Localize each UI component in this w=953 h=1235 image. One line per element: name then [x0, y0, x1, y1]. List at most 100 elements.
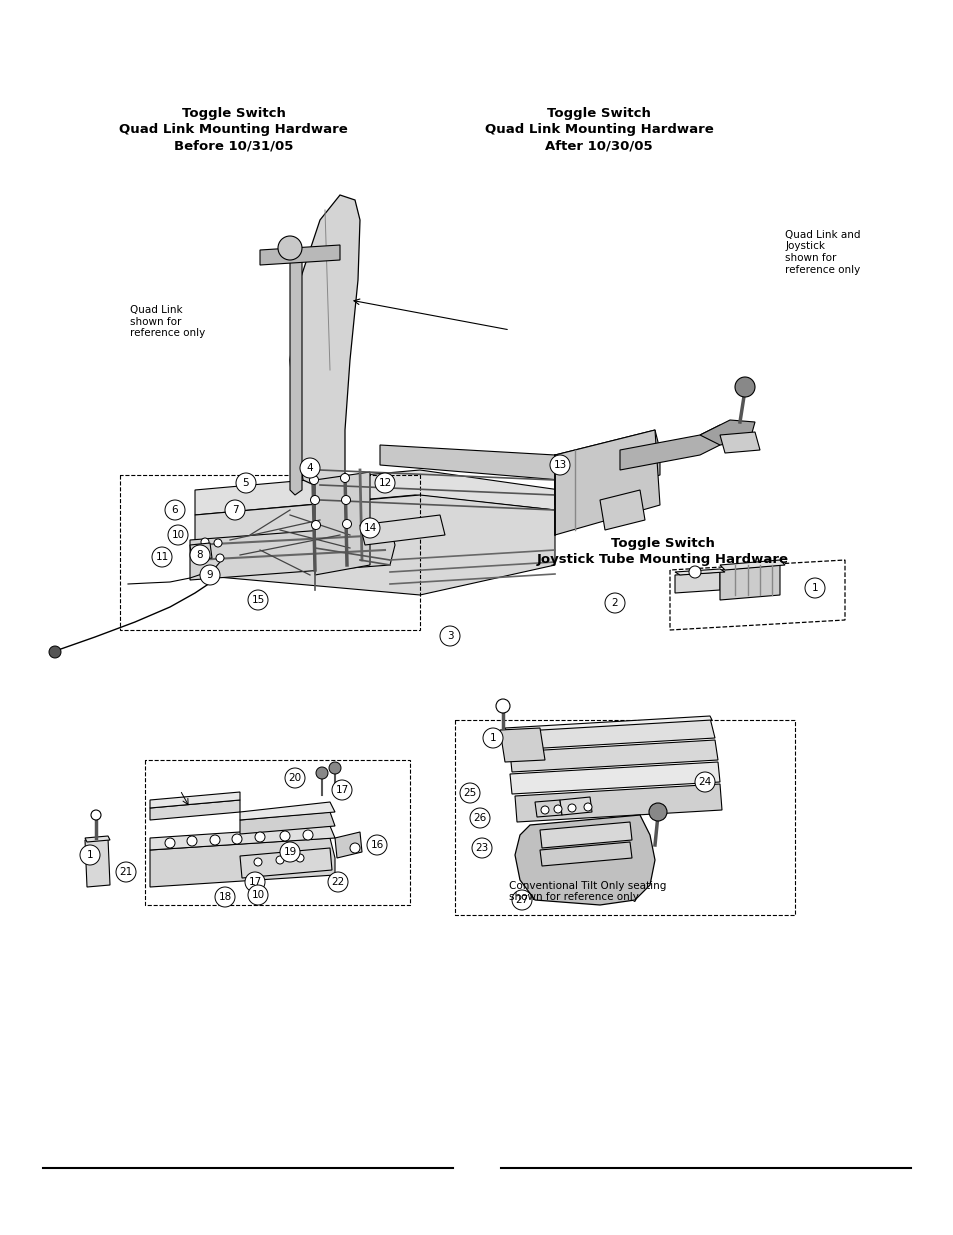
Polygon shape	[240, 848, 332, 878]
Circle shape	[245, 872, 265, 892]
Text: 23: 23	[475, 844, 488, 853]
Circle shape	[332, 781, 352, 800]
Polygon shape	[190, 543, 212, 559]
Polygon shape	[675, 572, 720, 593]
Circle shape	[165, 500, 185, 520]
Text: After 10/30/05: After 10/30/05	[545, 140, 652, 152]
Text: 6: 6	[172, 505, 178, 515]
Text: Toggle Switch: Toggle Switch	[611, 537, 714, 551]
Text: 8: 8	[196, 550, 203, 559]
Text: 4: 4	[306, 463, 313, 473]
Circle shape	[604, 593, 624, 613]
Circle shape	[215, 555, 224, 562]
Circle shape	[152, 547, 172, 567]
Circle shape	[648, 803, 666, 821]
Polygon shape	[240, 802, 335, 820]
Circle shape	[201, 538, 209, 546]
Text: 1: 1	[87, 850, 93, 860]
Circle shape	[235, 473, 255, 493]
Circle shape	[439, 626, 459, 646]
Circle shape	[225, 500, 245, 520]
Text: 9: 9	[207, 571, 213, 580]
Text: 1: 1	[489, 734, 496, 743]
Circle shape	[350, 844, 359, 853]
Circle shape	[214, 887, 234, 906]
Polygon shape	[559, 797, 592, 815]
Polygon shape	[150, 839, 335, 887]
Circle shape	[232, 834, 242, 844]
Circle shape	[312, 520, 320, 530]
Polygon shape	[359, 515, 444, 545]
Text: Quad Link and
Joystick
shown for
reference only: Quad Link and Joystick shown for referen…	[784, 230, 860, 274]
Circle shape	[277, 236, 302, 261]
Circle shape	[734, 377, 754, 396]
Polygon shape	[535, 800, 561, 818]
Polygon shape	[150, 800, 240, 820]
Text: 7: 7	[232, 505, 238, 515]
Text: Toggle Switch: Toggle Switch	[182, 107, 285, 121]
Circle shape	[303, 830, 313, 840]
Text: 15: 15	[251, 595, 264, 605]
Circle shape	[359, 517, 379, 538]
Polygon shape	[260, 245, 339, 266]
Text: Quad Link Mounting Hardware: Quad Link Mounting Hardware	[119, 124, 348, 136]
Text: 26: 26	[473, 813, 486, 823]
Polygon shape	[150, 826, 335, 850]
Polygon shape	[504, 716, 711, 732]
Text: Conventional Tilt Only seating
shown for reference only: Conventional Tilt Only seating shown for…	[509, 881, 666, 902]
Circle shape	[116, 862, 136, 882]
Text: Joystick Tube Mounting Hardware: Joystick Tube Mounting Hardware	[537, 553, 788, 566]
Polygon shape	[619, 425, 720, 471]
Polygon shape	[539, 842, 631, 866]
Polygon shape	[194, 495, 555, 595]
Circle shape	[254, 832, 265, 842]
Circle shape	[459, 783, 479, 803]
Polygon shape	[515, 784, 721, 823]
Circle shape	[213, 538, 222, 547]
Circle shape	[310, 495, 319, 505]
Circle shape	[275, 856, 284, 864]
Circle shape	[367, 835, 387, 855]
Circle shape	[804, 578, 824, 598]
Text: 20: 20	[288, 773, 301, 783]
Text: 3: 3	[446, 631, 453, 641]
Circle shape	[470, 808, 490, 827]
Circle shape	[315, 767, 328, 779]
Text: 10: 10	[252, 890, 264, 900]
Polygon shape	[499, 727, 544, 762]
Text: 1: 1	[811, 583, 818, 593]
Circle shape	[187, 836, 196, 846]
Polygon shape	[539, 823, 631, 848]
Polygon shape	[504, 718, 714, 750]
Circle shape	[210, 835, 220, 845]
Circle shape	[341, 495, 350, 505]
Text: 22: 22	[331, 877, 344, 887]
Text: 17: 17	[335, 785, 348, 795]
Polygon shape	[190, 525, 395, 580]
Circle shape	[80, 845, 100, 864]
Text: 25: 25	[463, 788, 476, 798]
Circle shape	[201, 555, 209, 562]
Circle shape	[91, 810, 101, 820]
Text: 24: 24	[698, 777, 711, 787]
Text: Quad Link
shown for
reference only: Quad Link shown for reference only	[130, 305, 205, 338]
Text: Before 10/31/05: Before 10/31/05	[173, 140, 294, 152]
Circle shape	[168, 525, 188, 545]
Circle shape	[496, 699, 510, 713]
Polygon shape	[555, 450, 659, 505]
Circle shape	[340, 473, 349, 483]
Polygon shape	[85, 836, 110, 842]
Circle shape	[309, 475, 318, 484]
Text: 17: 17	[248, 877, 261, 887]
Circle shape	[248, 590, 268, 610]
Circle shape	[482, 727, 502, 748]
Circle shape	[248, 885, 268, 905]
Text: 11: 11	[155, 552, 169, 562]
Polygon shape	[720, 432, 760, 453]
Polygon shape	[510, 762, 720, 794]
Circle shape	[567, 804, 576, 811]
Polygon shape	[555, 430, 659, 535]
Polygon shape	[240, 811, 335, 834]
Polygon shape	[720, 559, 784, 571]
Circle shape	[285, 768, 305, 788]
